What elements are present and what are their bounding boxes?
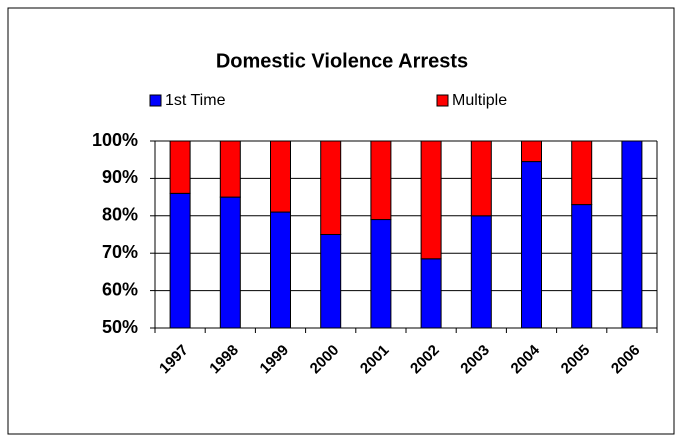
bar-segment <box>320 140 342 235</box>
legend-swatch <box>436 94 449 107</box>
bar-segment <box>420 140 442 260</box>
bar-segment <box>470 215 492 329</box>
bar-segment <box>621 140 643 329</box>
y-tick-label: 50% <box>102 317 138 337</box>
bar-segment <box>521 161 542 329</box>
bar-segment <box>370 140 392 221</box>
bar-segment <box>169 140 191 194</box>
bar-segment <box>420 258 442 329</box>
y-tick-label: 80% <box>102 205 138 225</box>
y-tick-label: 100% <box>92 130 138 150</box>
bar-segment <box>571 204 593 329</box>
bar-segment <box>470 140 492 217</box>
y-tick-label: 90% <box>102 167 138 187</box>
bar-segment <box>370 219 392 329</box>
y-tick-label: 60% <box>102 279 138 299</box>
bar-segment <box>169 192 191 329</box>
y-tick-label: 70% <box>102 242 138 262</box>
bar-segment <box>320 234 342 329</box>
bar-segment <box>521 140 542 163</box>
bar-segment <box>270 211 291 329</box>
legend-swatch <box>149 94 162 107</box>
legend-label: 1st Time <box>165 92 226 109</box>
legend-label: Multiple <box>452 92 507 109</box>
bar-segment <box>219 140 241 198</box>
bar-segment <box>571 140 593 206</box>
chart-title: Domestic Violence Arrests <box>216 50 468 72</box>
bar-segment <box>219 196 241 329</box>
bar-segment <box>270 140 291 213</box>
